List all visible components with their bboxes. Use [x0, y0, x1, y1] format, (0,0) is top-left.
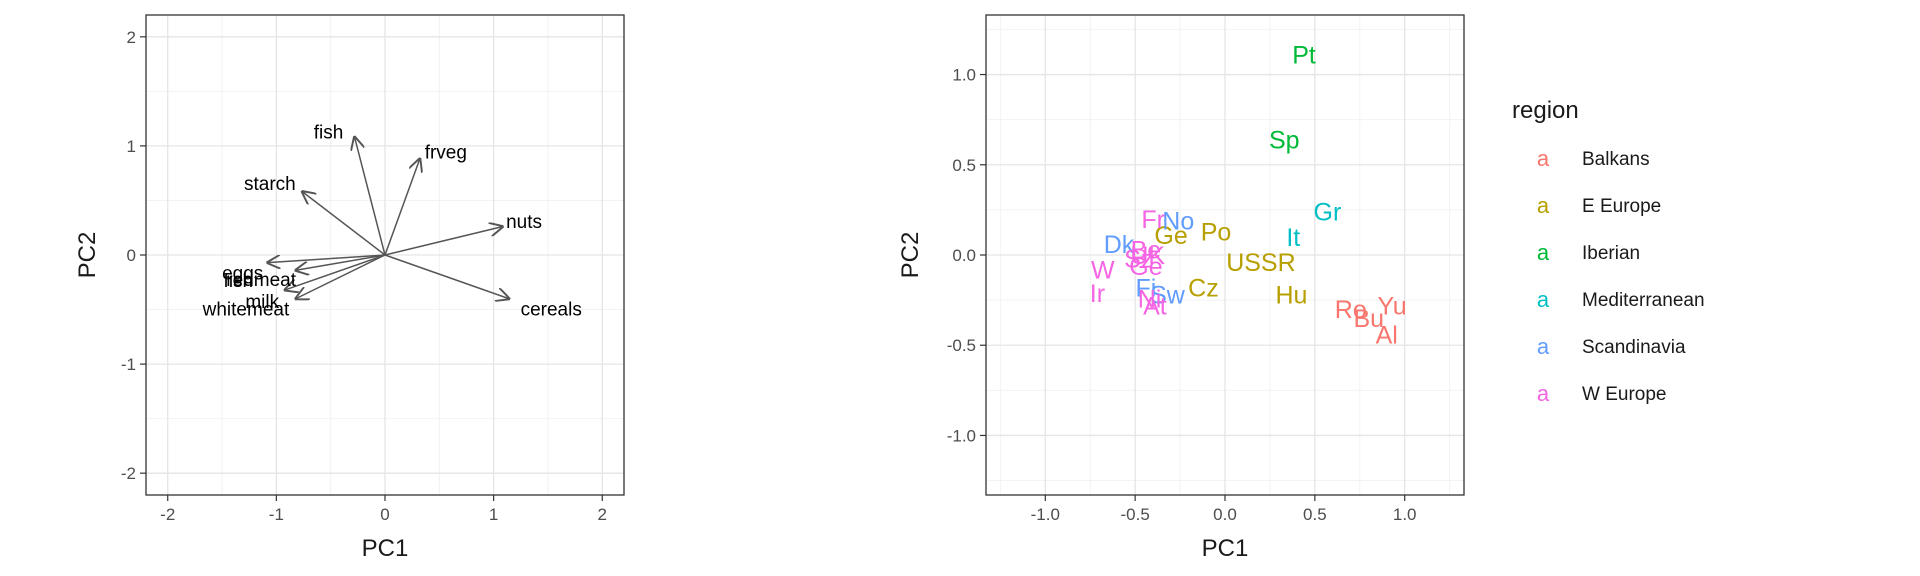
x-tick-label: 0.5	[1303, 505, 1327, 524]
y-tick-label: 0.5	[952, 156, 976, 175]
left-axis-ticks: -2 -2 -1 -1 0 0 1 1 2 2	[121, 28, 607, 524]
loading-arrow-cereals	[384, 254, 509, 299]
x-tick-label: 2	[598, 505, 607, 524]
left-y-axis-title: PC2	[74, 232, 101, 279]
country-label-Sp: Sp	[1269, 127, 1300, 155]
country-label-Al: Al	[1376, 321, 1398, 349]
country-label-Ro: Ro	[1335, 296, 1367, 324]
y-tick-label: -1.0	[947, 426, 976, 445]
legend-label-w-europe: W Europe	[1582, 384, 1666, 405]
x-tick-label: 1	[489, 505, 498, 524]
right-axis-ticks: -1.0 -1.0 -0.5 -0.5 0.0 0.0 0.5 0.5 1.0 1.0	[947, 66, 1417, 524]
variable-label-milk: milk	[245, 292, 279, 313]
variable-label-eggs: eggs	[222, 263, 263, 284]
loading-arrow-starch	[302, 192, 386, 256]
right-x-axis-title: PC1	[1202, 535, 1249, 562]
variable-label-whitemeat: whitemeat	[202, 299, 290, 320]
country-label-Gr: Gr	[1314, 199, 1342, 227]
country-label-Ge: Ge	[1154, 222, 1187, 250]
right-gridlines	[986, 15, 1464, 495]
y-tick-label: -0.5	[947, 336, 976, 355]
y-tick-label: 0	[127, 246, 136, 265]
country-label-Ge: Ge	[1129, 253, 1162, 281]
country-label-Fi: Fi	[1136, 274, 1157, 302]
legend-label-balkans: Balkans	[1582, 149, 1650, 170]
legend-key-glyph: a	[1537, 381, 1550, 406]
variable-label-redmeat: redmeat	[226, 270, 296, 291]
y-tick-label: -1	[121, 355, 136, 374]
country-label-Sz: Sz	[1124, 246, 1153, 274]
x-tick-label: -2	[160, 505, 175, 524]
legend-label-mediterranean: Mediterranean	[1582, 290, 1705, 311]
legend-label-scandinavia: Scandinavia	[1582, 337, 1686, 358]
y-tick-label: 2	[127, 28, 136, 47]
country-label-It: It	[1286, 224, 1300, 252]
variable-label-nuts: nuts	[506, 212, 542, 233]
variable-label-starch: starch	[244, 174, 296, 195]
country-label-Pt: Pt	[1292, 42, 1316, 70]
country-label-Sw: Sw	[1150, 282, 1186, 310]
variable-label-cereals: cereals	[521, 299, 582, 320]
loading-arrow-frveg	[384, 159, 420, 256]
x-tick-label: 1.0	[1393, 505, 1417, 524]
country-label-Cz: Cz	[1188, 274, 1219, 302]
loading-arrow-eggs	[268, 254, 386, 263]
x-tick-label: -0.5	[1121, 505, 1150, 524]
y-tick-label: 0.0	[952, 246, 976, 265]
country-label-USSR: USSR	[1226, 249, 1295, 277]
loading-arrow-nuts	[384, 227, 502, 256]
country-label-At: At	[1143, 293, 1167, 321]
country-label-Yu: Yu	[1378, 293, 1407, 321]
variable-label-frveg: frveg	[425, 142, 467, 163]
x-tick-label: -1	[269, 505, 284, 524]
legend-key-glyph: a	[1537, 146, 1550, 171]
country-label-Ni: Ni	[1138, 285, 1162, 313]
legend-key-glyph: a	[1537, 193, 1550, 218]
left-x-axis-title: PC1	[362, 535, 409, 562]
legend-title: region	[1512, 97, 1579, 124]
right-y-axis-title: PC2	[897, 232, 924, 279]
country-label-Fr: Fr	[1141, 206, 1165, 234]
left-variable-labels: fish frveg starch nuts cereals eggsredmeatmil…	[202, 123, 582, 321]
legend-key-glyph: a	[1537, 334, 1550, 359]
legend-items: a Balkans a E Europe a Iberian a Mediterranean a…	[1537, 146, 1705, 406]
country-label-Dk: Dk	[1104, 231, 1135, 259]
legend: region a Balkans a E Europe a Iberian a Mediter…	[1512, 97, 1705, 406]
x-tick-label: 0.0	[1213, 505, 1237, 524]
variable-label-fish: fish	[224, 271, 254, 292]
country-label-Bu: Bu	[1353, 305, 1384, 333]
legend-label-e-europe: E Europe	[1582, 196, 1661, 217]
country-label-Hu: Hu	[1276, 282, 1308, 310]
y-tick-label: 1	[127, 137, 136, 156]
x-tick-label: 0	[380, 505, 389, 524]
country-label-No: No	[1162, 208, 1194, 236]
country-label-UK: UK	[1130, 242, 1165, 270]
country-label-Ir: Ir	[1090, 280, 1105, 308]
legend-label-iberian: Iberian	[1582, 243, 1640, 264]
loading-arrow-fish	[355, 137, 386, 256]
loading-arrow-whitemeat	[296, 254, 386, 299]
x-tick-label: -1.0	[1031, 505, 1060, 524]
country-label-Be: Be	[1131, 237, 1162, 265]
country-label-Po: Po	[1201, 219, 1232, 247]
country-label-W: W	[1091, 256, 1115, 284]
loading-arrow-redmeat	[296, 254, 386, 270]
loadings-plot: fish frveg starch nuts cereals eggsredmeatmil…	[74, 14, 625, 562]
left-loading-arrows	[268, 137, 509, 298]
legend-key-glyph: a	[1537, 240, 1550, 265]
y-tick-label: -2	[121, 464, 136, 483]
y-tick-label: 1.0	[952, 66, 976, 85]
loading-arrow-milk	[285, 254, 386, 290]
variable-label-fish: fish	[314, 123, 344, 144]
legend-key-glyph: a	[1537, 287, 1550, 312]
